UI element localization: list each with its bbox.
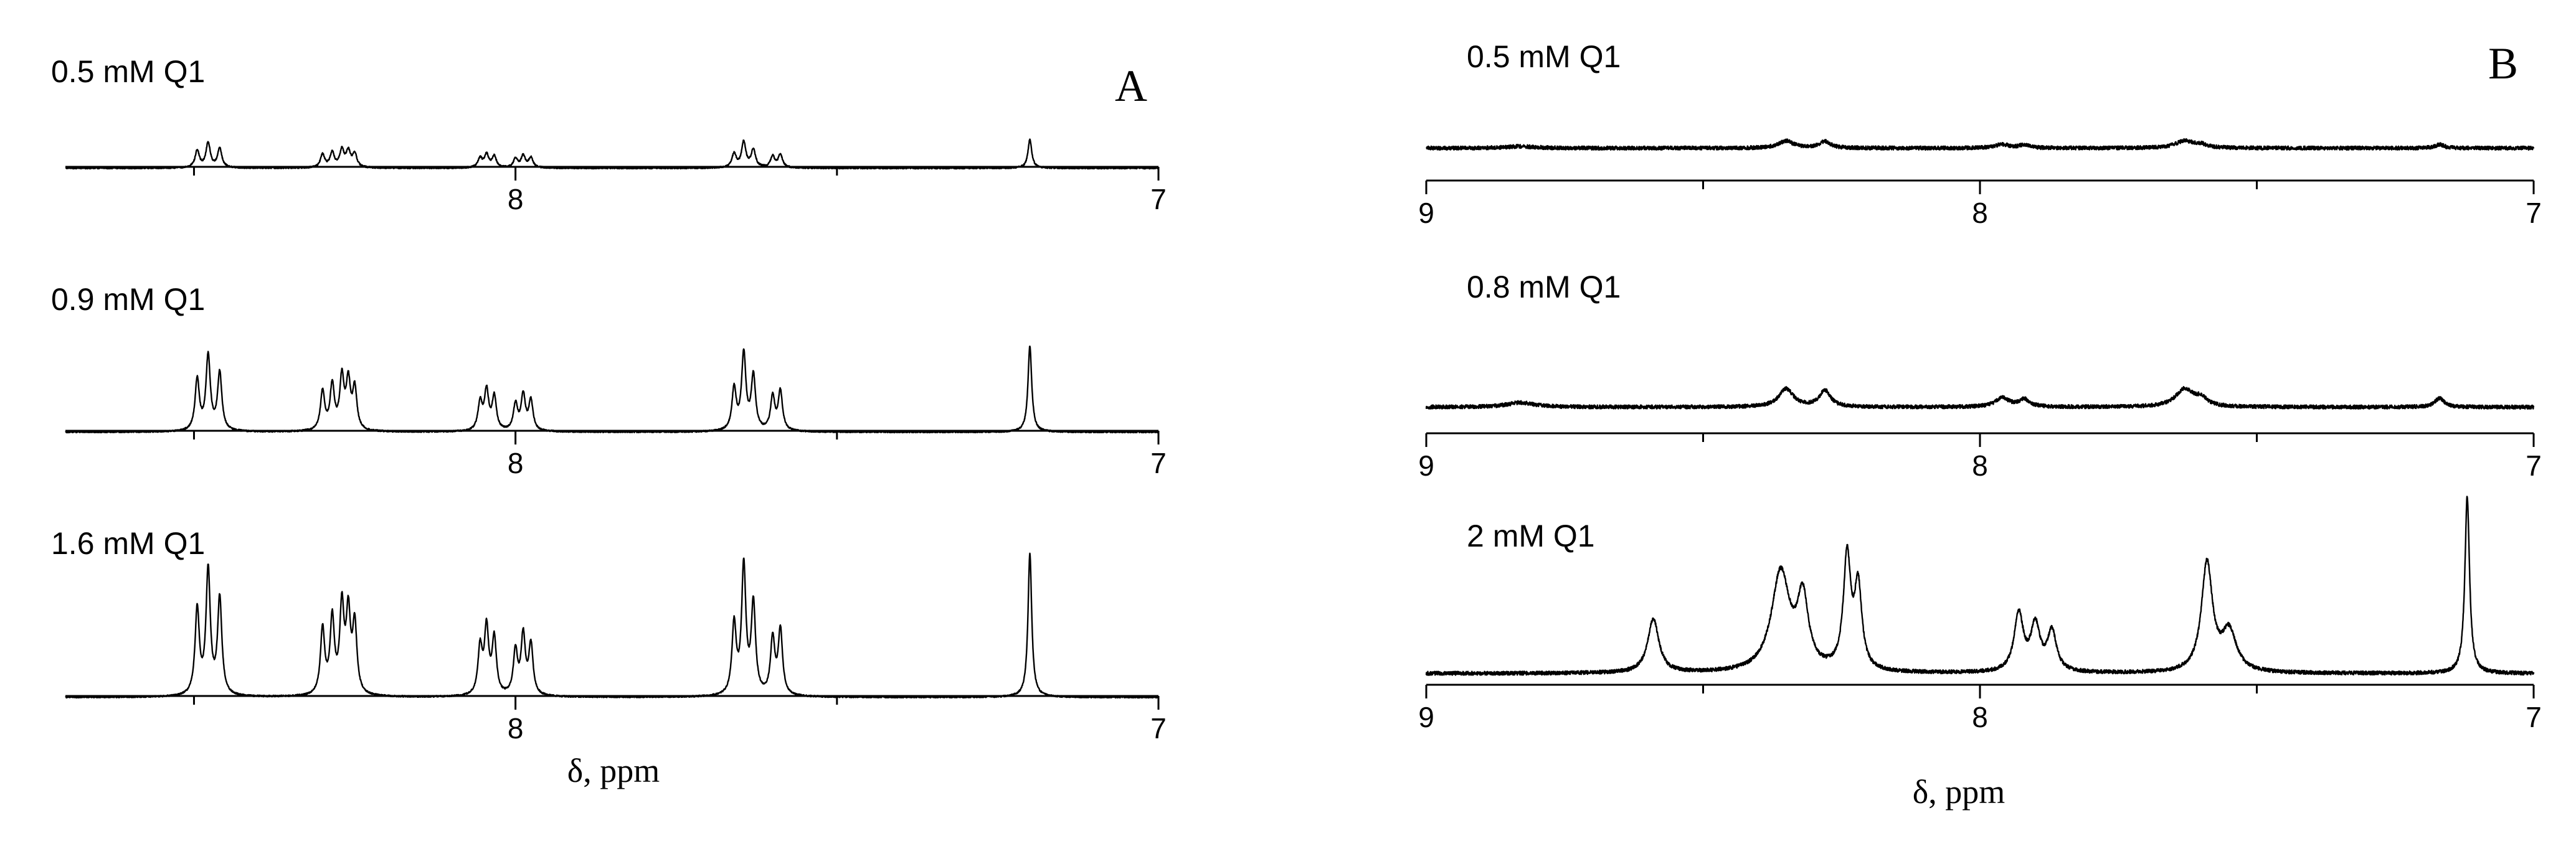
spectrum-row-3: 2 mM Q1 9 8 7 — [1418, 496, 2542, 733]
x-tick-label: 9 — [1418, 197, 1434, 229]
series-label: 2 mM Q1 — [1467, 519, 1595, 553]
spectrum-row-1: 0.5 mM Q1 8 7 — [51, 54, 1167, 215]
series-label: 1.6 mM Q1 — [51, 526, 205, 561]
spectrum-row-2: 0.8 mM Q1 9 8 7 — [1418, 270, 2542, 482]
x-tick-label: 9 — [1418, 701, 1434, 733]
x-tick-label: 7 — [1150, 447, 1167, 479]
spectrum-trace — [1426, 138, 2535, 151]
x-tick-label: 8 — [1972, 449, 1988, 482]
panel-letter-b: B — [2488, 39, 2518, 88]
panel-letter-a: A — [1115, 61, 1147, 111]
panel-b: B 0.5 mM Q1 9 8 7 0.8 mM Q1 9 8 7 2 mM Q1 9 8 7 δ, … — [1418, 39, 2542, 811]
spectrum-trace — [1425, 385, 2535, 410]
x-tick-label: 8 — [508, 712, 524, 745]
x-tick-label: 7 — [1150, 183, 1167, 215]
x-tick-label: 8 — [1972, 197, 1988, 229]
x-tick-label: 8 — [508, 183, 524, 215]
panel-a-x-axis-label: δ, ppm — [567, 752, 660, 789]
x-tick-label: 7 — [2526, 701, 2542, 733]
series-label: 0.5 mM Q1 — [1467, 39, 1621, 74]
spectrum-trace — [1425, 496, 2535, 676]
x-tick-label: 7 — [1150, 712, 1167, 745]
series-label: 0.8 mM Q1 — [1467, 270, 1621, 304]
x-tick-label: 8 — [1972, 701, 1988, 733]
series-label: 0.5 mM Q1 — [51, 54, 205, 89]
series-label: 0.9 mM Q1 — [51, 282, 205, 317]
panel-b-x-axis-label: δ, ppm — [1913, 773, 2005, 811]
spectrum-row-1: 0.5 mM Q1 9 8 7 — [1418, 39, 2542, 229]
panel-a-spectra: 0.5 mM Q1 8 7 0.9 mM Q1 8 7 1.6 mM Q1 8 7 — [51, 54, 1167, 745]
spectrum-row-3: 1.6 mM Q1 8 7 — [51, 526, 1167, 745]
spectrum-row-2: 0.9 mM Q1 8 7 — [51, 282, 1167, 479]
x-tick-label: 7 — [2526, 197, 2542, 229]
panel-a: A 0.5 mM Q1 8 7 0.9 mM Q1 8 7 1.6 mM Q1 8 7 δ, p… — [51, 54, 1167, 789]
x-tick-label: 8 — [508, 447, 524, 479]
panel-b-spectra: 0.5 mM Q1 9 8 7 0.8 mM Q1 9 8 7 2 mM Q1 9 8 7 — [1418, 39, 2542, 733]
x-tick-label: 7 — [2526, 449, 2542, 482]
x-tick-label: 9 — [1418, 449, 1434, 482]
